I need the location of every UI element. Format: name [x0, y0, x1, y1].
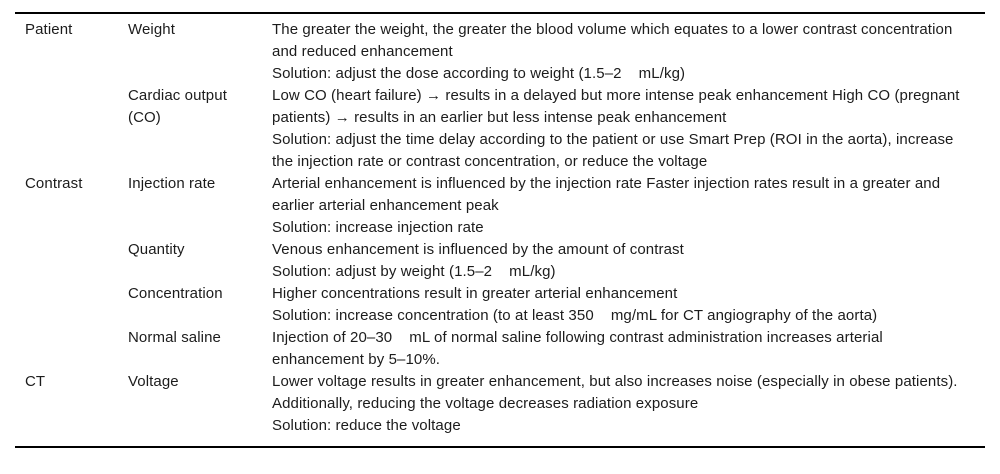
- solution-paragraph: Solution: adjust by weight (1.5–2 mL/kg): [272, 263, 556, 280]
- solution-paragraph: Solution: increase injection rate: [272, 219, 484, 236]
- table-row: Cardiac output (CO) Low CO (heart failur…: [15, 85, 985, 173]
- description-cell: Arterial enhancement is influenced by th…: [272, 173, 985, 239]
- description-cell: Venous enhancement is influenced by the …: [272, 239, 985, 283]
- description-cell: Low CO (heart failure) → results in a de…: [272, 85, 985, 173]
- description-paragraph: Arterial enhancement is influenced by th…: [272, 175, 945, 214]
- table-row: Quantity Venous enhancement is influence…: [15, 239, 985, 283]
- solution-paragraph: Solution: increase concentration (to at …: [272, 307, 878, 324]
- category-cell: Contrast: [25, 175, 83, 192]
- table-row: CT Voltage Lower voltage results in grea…: [15, 371, 985, 437]
- table-row: Patient Weight The greater the weight, t…: [15, 19, 985, 85]
- description-cell: Higher concentrations result in greater …: [272, 283, 985, 327]
- factor-cell: Injection rate: [128, 175, 216, 192]
- solution-paragraph: Solution: adjust the time delay accordin…: [272, 131, 958, 170]
- description-cell: Injection of 20–30 mL of normal saline f…: [272, 327, 985, 371]
- description-paragraph: The greater the weight, the greater the …: [272, 21, 957, 60]
- description-paragraph: Low CO (heart failure) → results in a de…: [272, 87, 964, 126]
- table-row: Contrast Injection rate Arterial enhance…: [15, 173, 985, 239]
- factor-cell: Concentration: [128, 285, 223, 302]
- description-paragraph: Lower voltage results in greater enhance…: [272, 373, 962, 412]
- table-row: Concentration Higher concentrations resu…: [15, 283, 985, 327]
- description-paragraph: Injection of 20–30 mL of normal saline f…: [272, 329, 888, 368]
- factor-cell: Cardiac output (CO): [128, 87, 227, 126]
- description-paragraph: Venous enhancement is influenced by the …: [272, 241, 684, 258]
- factor-cell: Weight: [128, 21, 176, 38]
- category-cell: CT: [25, 373, 46, 390]
- factor-cell: Voltage: [128, 373, 179, 390]
- solution-paragraph: Solution: adjust the dose according to w…: [272, 65, 686, 82]
- factor-cell: Normal saline: [128, 329, 221, 346]
- description-paragraph: Higher concentrations result in greater …: [272, 285, 678, 302]
- contrast-enhancement-table: Patient Weight The greater the weight, t…: [15, 12, 985, 448]
- solution-paragraph: Solution: reduce the voltage: [272, 417, 461, 434]
- description-cell: The greater the weight, the greater the …: [272, 19, 985, 85]
- table-body: Patient Weight The greater the weight, t…: [15, 19, 985, 437]
- table-row: Normal saline Injection of 20–30 mL of n…: [15, 327, 985, 371]
- description-cell: Lower voltage results in greater enhance…: [272, 371, 985, 437]
- factor-cell: Quantity: [128, 241, 185, 258]
- category-cell: Patient: [25, 21, 73, 38]
